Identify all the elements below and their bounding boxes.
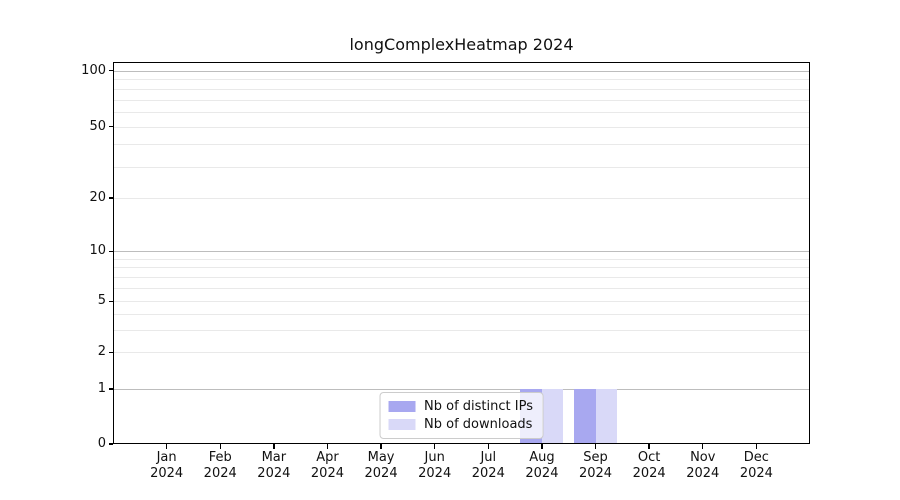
legend-item-label: Nb of downloads xyxy=(424,417,533,432)
legend-swatch-distinct-ips xyxy=(388,401,416,412)
y-gridline-minor xyxy=(113,88,810,90)
x-tick-mark xyxy=(433,444,436,449)
y-gridline-minor xyxy=(113,79,810,81)
y-gridline-minor xyxy=(113,126,810,128)
x-tick-label: Mar 2024 xyxy=(257,450,291,481)
x-tick-label: Feb 2024 xyxy=(203,450,237,481)
x-tick-mark xyxy=(273,444,275,449)
plot-area: Nb of distinct IPs Nb of downloads xyxy=(113,62,810,444)
x-tick-label: Oct 2024 xyxy=(632,450,666,481)
y-tick-mark xyxy=(108,300,113,302)
axes-spines xyxy=(113,62,810,444)
legend-item: Nb of distinct IPs xyxy=(388,399,533,414)
y-gridline-minor xyxy=(113,352,810,354)
y-gridline-minor xyxy=(113,276,810,278)
bar-downloads xyxy=(595,388,617,444)
y-tick-mark xyxy=(108,388,113,390)
x-tick-mark xyxy=(219,444,221,449)
y-gridline-minor xyxy=(113,301,810,303)
y-gridline-minor xyxy=(113,166,810,168)
y-gridline-minor xyxy=(113,198,810,200)
y-gridline-minor xyxy=(113,288,810,290)
x-tick-label: May 2024 xyxy=(364,450,398,481)
y-gridline-minor xyxy=(113,329,810,331)
y-tick-label: 2 xyxy=(97,344,106,360)
y-tick-mark xyxy=(108,126,113,128)
x-tick-mark xyxy=(648,444,650,449)
y-tick-label: 100 xyxy=(81,62,106,78)
x-tick-mark xyxy=(380,444,382,449)
legend-item: Nb of downloads xyxy=(388,417,533,432)
y-tick-mark xyxy=(108,70,113,72)
chart-title: longComplexHeatmap 2024 xyxy=(349,35,574,54)
y-gridline-major xyxy=(113,388,810,390)
y-gridline-major xyxy=(113,251,810,253)
y-gridline-minor xyxy=(113,313,810,315)
x-tick-label: Jun 2024 xyxy=(418,450,452,481)
x-tick-mark xyxy=(541,444,543,449)
y-gridline-minor xyxy=(113,144,810,146)
y-gridline-minor xyxy=(113,267,810,269)
x-tick-mark xyxy=(755,444,758,449)
x-tick-mark xyxy=(487,444,489,449)
x-tick-label: Nov 2024 xyxy=(686,450,720,481)
y-tick-label: 10 xyxy=(89,243,106,259)
x-tick-mark xyxy=(326,444,329,449)
y-gridline-minor xyxy=(113,258,810,260)
y-tick-label: 0 xyxy=(97,436,106,451)
x-tick-mark xyxy=(702,444,704,449)
legend-swatch-downloads xyxy=(388,419,416,430)
y-tick-label: 50 xyxy=(89,118,106,134)
y-gridline-minor xyxy=(113,99,810,101)
x-tick-mark xyxy=(594,444,597,449)
y-tick-label: 20 xyxy=(89,190,106,206)
y-gridline-major xyxy=(113,70,810,72)
x-tick-label: Dec 2024 xyxy=(739,450,773,481)
y-tick-mark xyxy=(108,351,113,354)
bar-downloads xyxy=(541,388,564,444)
y-tick-mark xyxy=(108,197,113,199)
legend-item-label: Nb of distinct IPs xyxy=(424,399,533,414)
y-gridline-minor xyxy=(113,112,810,114)
x-tick-mark xyxy=(165,444,168,449)
x-tick-label: Jan 2024 xyxy=(150,450,184,481)
y-tick-mark xyxy=(108,443,113,445)
x-tick-label: Apr 2024 xyxy=(310,450,344,481)
x-tick-label: Sep 2024 xyxy=(578,450,613,481)
x-tick-label: Aug 2024 xyxy=(525,450,559,481)
y-tick-label: 1 xyxy=(97,380,106,396)
y-tick-label: 5 xyxy=(97,293,106,309)
y-tick-mark xyxy=(108,250,113,252)
legend: Nb of distinct IPs Nb of downloads xyxy=(379,392,544,439)
bar-distinct-ips xyxy=(574,388,596,444)
x-tick-label: Jul 2024 xyxy=(471,450,505,481)
